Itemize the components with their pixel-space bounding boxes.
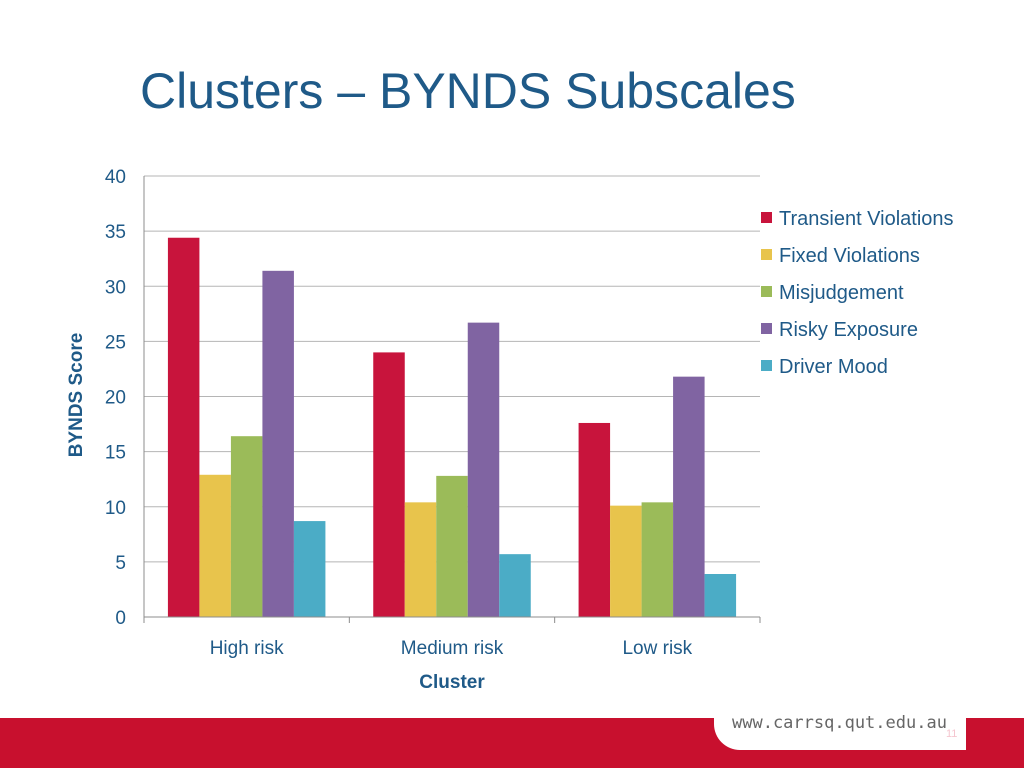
bar-transient-violations-low-risk xyxy=(578,422,611,617)
y-tick-label: 15 xyxy=(105,443,126,464)
y-tick-label: 35 xyxy=(105,222,126,243)
bar-risky-exposure-high-risk xyxy=(262,270,294,617)
chart-legend: Transient Violations Fixed Violations Misj… xyxy=(761,208,954,378)
legend-label-fixed-violations: Fixed Violations xyxy=(779,245,920,267)
bar-risky-exposure-medium-risk xyxy=(467,322,500,617)
bar-driver-mood-high-risk xyxy=(293,521,326,617)
legend-swatch-risky-exposure xyxy=(761,323,772,334)
bar-misjudgement-high-risk xyxy=(230,436,263,617)
legend-label-driver-mood: Driver Mood xyxy=(779,356,888,378)
y-tick-label: 25 xyxy=(105,332,126,353)
legend-swatch-fixed-violations xyxy=(761,249,772,260)
bar-transient-violations-medium-risk xyxy=(373,352,405,617)
y-tick-label: 0 xyxy=(115,608,126,629)
x-tick-labels: High risk Medium risk Low risk xyxy=(210,638,693,659)
bar-fixed-violations-low-risk xyxy=(610,505,642,617)
chart-axes xyxy=(143,176,761,623)
slide-title: Clusters – BYNDS Subscales xyxy=(140,63,796,119)
y-tick-labels: 0 5 10 15 20 25 30 35 40 xyxy=(105,167,126,629)
bar-fixed-violations-high-risk xyxy=(199,474,231,617)
bar-transient-violations-high-risk xyxy=(167,237,200,618)
x-tick-label: High risk xyxy=(210,638,284,659)
y-tick-label: 30 xyxy=(105,277,126,298)
legend-swatch-transient-violations xyxy=(761,212,772,223)
bar-driver-mood-low-risk xyxy=(704,574,737,617)
x-tick-label: Low risk xyxy=(622,638,692,659)
y-tick-label: 40 xyxy=(105,167,126,188)
bar-misjudgement-low-risk xyxy=(641,502,674,617)
legend-swatch-misjudgement xyxy=(761,286,772,297)
legend-label-misjudgement: Misjudgement xyxy=(779,282,904,304)
footer-url[interactable]: www.carrsq.qut.edu.au xyxy=(732,713,947,733)
chart-bars xyxy=(167,237,737,618)
y-tick-label: 10 xyxy=(105,498,126,519)
slide-number: 11 xyxy=(946,728,958,740)
bar-driver-mood-medium-risk xyxy=(499,554,531,617)
y-axis-label: BYNDS Score xyxy=(66,333,87,458)
y-tick-label: 20 xyxy=(105,388,126,409)
footer-url-tab xyxy=(714,706,966,750)
legend-label-risky-exposure: Risky Exposure xyxy=(779,319,918,341)
x-tick-label: Medium risk xyxy=(401,638,504,659)
legend-label-transient-violations: Transient Violations xyxy=(779,208,954,230)
bar-risky-exposure-low-risk xyxy=(673,376,705,617)
y-tick-label: 5 xyxy=(115,553,126,574)
bar-fixed-violations-medium-risk xyxy=(404,502,437,617)
legend-swatch-driver-mood xyxy=(761,360,772,371)
x-axis-label: Cluster xyxy=(419,672,485,693)
bar-misjudgement-medium-risk xyxy=(436,475,468,617)
